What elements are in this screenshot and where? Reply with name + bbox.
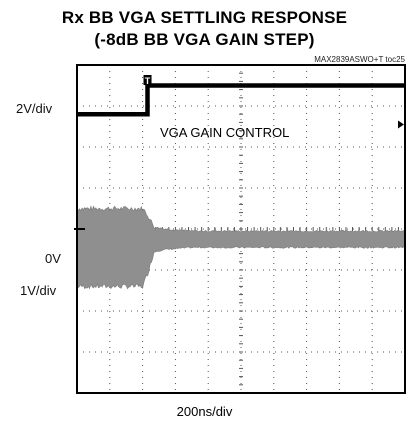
annotation-label: VGA GAIN CONTROL [160, 125, 289, 140]
chart-subtitle: (-8dB BB VGA GAIN STEP) [94, 30, 315, 49]
signal-envelope [76, 205, 406, 290]
x-axis-label: 200ns/div [176, 404, 233, 419]
figure-reference: MAX2839ASWO+T toc25 [314, 55, 405, 64]
trigger-marker [143, 75, 152, 85]
chart-title: Rx BB VGA SETTLING RESPONSE [61, 8, 348, 27]
y-scale-label-top: 2V/div [16, 101, 53, 116]
gain-control-trace [77, 83, 405, 117]
y-scale-label-bottom: 1V/div [20, 283, 57, 298]
level-marker-right [398, 120, 404, 129]
trigger-marker-label: T [145, 76, 151, 86]
y-zero-label: 0V [45, 251, 61, 266]
